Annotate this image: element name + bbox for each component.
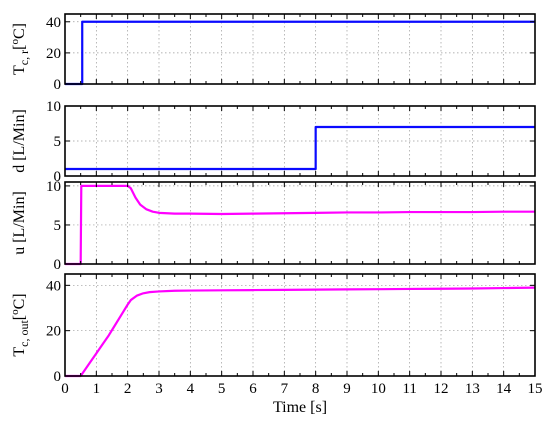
x-tick-label: 6: [249, 381, 257, 397]
y-tick-label: 0: [54, 77, 62, 93]
y-tick-label: 0: [54, 369, 62, 385]
x-tick-label: 7: [281, 381, 289, 397]
series-line-1: [65, 184, 535, 266]
series-line-1: [65, 286, 536, 378]
x-tick-label: 2: [124, 381, 132, 397]
series-line-1: [65, 20, 535, 86]
y-tick-label: 0: [54, 169, 62, 185]
x-tick-label: 13: [465, 381, 480, 397]
y-tick-label: 20: [46, 324, 61, 340]
x-tick-label: 14: [496, 381, 512, 397]
subplot-2: 0 5 10 d [L/Min]: [11, 99, 536, 185]
y-tick-label: 40: [46, 278, 61, 294]
y-tick-label: 20: [46, 46, 61, 62]
y-axis-label: d [L/Min]: [11, 109, 28, 173]
y-tick-label: 5: [54, 218, 62, 234]
y-tick-label: 10: [46, 179, 61, 195]
y-tick-label: 10: [46, 99, 61, 115]
x-tick-label: 0: [61, 381, 69, 397]
x-tick-label: 8: [312, 381, 320, 397]
y-tick-label: 40: [46, 15, 61, 31]
x-tick-label: 12: [434, 381, 449, 397]
y-axis-label: Tc, out[oC]: [9, 293, 31, 356]
x-tick-label: 3: [155, 381, 163, 397]
series-line-1: [65, 125, 535, 171]
y-axis-label: Tc, r[oC]: [9, 23, 31, 75]
y-tick-label: 0: [54, 257, 62, 273]
axes-frame: [64, 13, 536, 85]
x-tick-label: 4: [187, 381, 195, 397]
x-axis-label: Time [s]: [273, 399, 327, 416]
x-tick-label: 1: [93, 381, 101, 397]
x-tick-label: 9: [343, 381, 351, 397]
x-tick-label: 10: [371, 381, 386, 397]
subplot-1: 0 20 40 Tc, r[oC]: [9, 13, 536, 93]
x-tick-label: 15: [528, 381, 543, 397]
axes-frame: [64, 181, 536, 265]
axes-frame: [64, 105, 536, 177]
subplot-3: 0 5 10 u [L/Min]: [11, 179, 536, 273]
x-tick-label: 5: [218, 381, 226, 397]
y-axis-label: u [L/Min]: [11, 191, 28, 255]
x-tick-label: 11: [402, 381, 416, 397]
y-tick-label: 5: [54, 134, 62, 150]
